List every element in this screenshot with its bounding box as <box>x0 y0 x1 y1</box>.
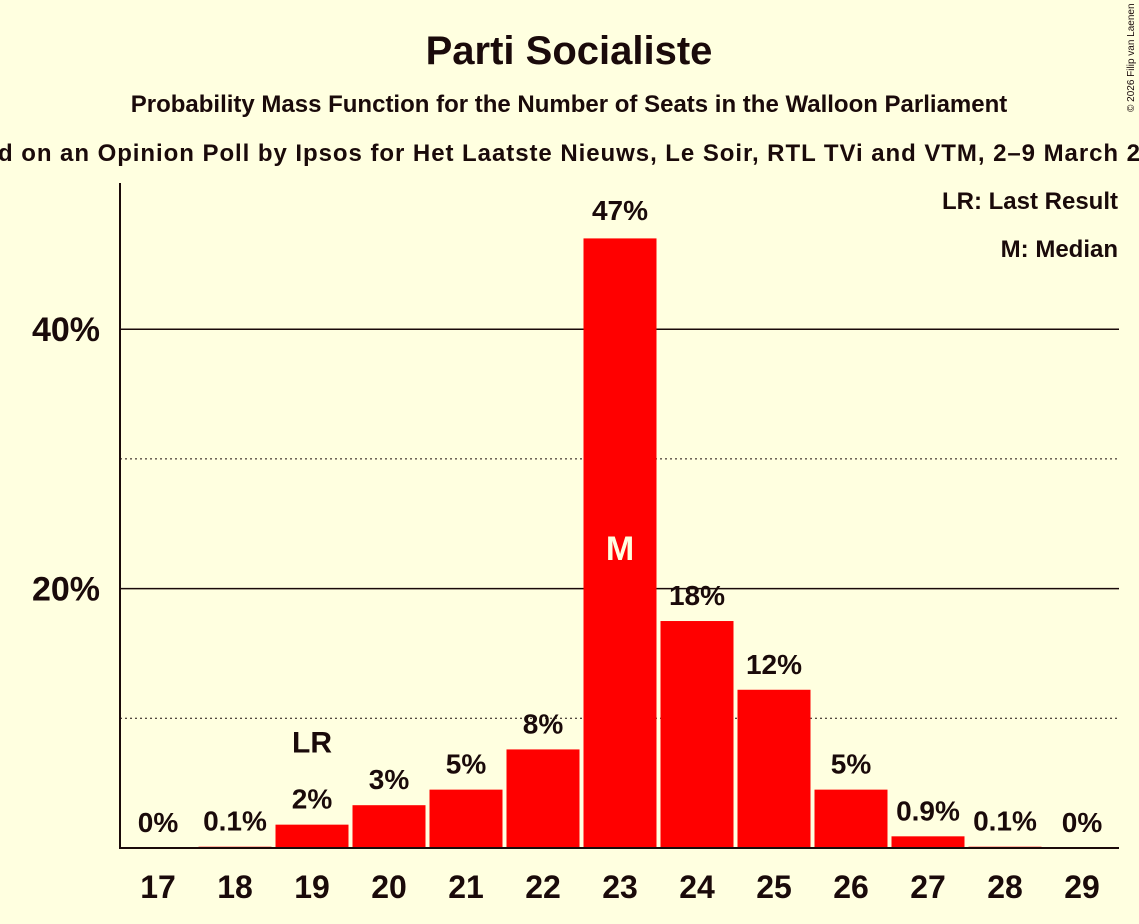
data-label: 47% <box>592 195 648 226</box>
median-marker: M <box>606 530 634 568</box>
copyright: © 2026 Filip van Laenen <box>1126 3 1137 112</box>
x-tick-label: 24 <box>679 869 715 905</box>
chart-title: Parti Socialiste <box>426 29 713 73</box>
x-tick-label: 27 <box>910 869 946 905</box>
bar-19 <box>275 824 349 848</box>
last-result-marker: LR <box>292 727 332 760</box>
bar-25 <box>737 689 811 848</box>
data-label: 5% <box>446 749 487 780</box>
data-label: 0.9% <box>896 795 960 826</box>
x-tick-label: 26 <box>833 869 869 905</box>
bar-26 <box>814 789 888 848</box>
data-label: 0% <box>138 807 179 838</box>
bar-21 <box>429 789 503 848</box>
x-tick-label: 23 <box>602 869 638 905</box>
chart-subtitle-source: d on an Opinion Poll by Ipsos for Het La… <box>0 140 1139 167</box>
x-tick-label: 21 <box>448 869 484 905</box>
x-tick-label: 22 <box>525 869 561 905</box>
data-label: 2% <box>292 784 333 815</box>
bar-23 <box>583 238 657 848</box>
data-label: 12% <box>746 649 802 680</box>
chart-subtitle: Probability Mass Function for the Number… <box>131 91 1008 118</box>
bar-27 <box>891 836 965 848</box>
x-tick-label: 17 <box>140 869 176 905</box>
data-label: 5% <box>831 749 872 780</box>
data-label: 0.1% <box>973 806 1037 837</box>
data-label: 0% <box>1062 807 1103 838</box>
x-tick-label: 19 <box>294 869 330 905</box>
bar-22 <box>506 749 580 848</box>
x-tick-label: 29 <box>1064 869 1100 905</box>
y-tick-label: 20% <box>32 571 100 609</box>
x-tick-label: 20 <box>371 869 407 905</box>
data-label: 18% <box>669 580 725 611</box>
legend-median: M: Median <box>1001 236 1118 263</box>
y-tick-label: 40% <box>32 311 100 349</box>
data-label: 3% <box>369 764 410 795</box>
x-tick-label: 25 <box>756 869 792 905</box>
x-tick-label: 28 <box>987 869 1023 905</box>
data-label: 8% <box>523 708 564 739</box>
legend-last-result: LR: Last Result <box>942 188 1118 215</box>
x-tick-label: 18 <box>217 869 253 905</box>
bar-24 <box>660 621 734 848</box>
data-label: 0.1% <box>203 806 267 837</box>
bar-20 <box>352 805 426 848</box>
